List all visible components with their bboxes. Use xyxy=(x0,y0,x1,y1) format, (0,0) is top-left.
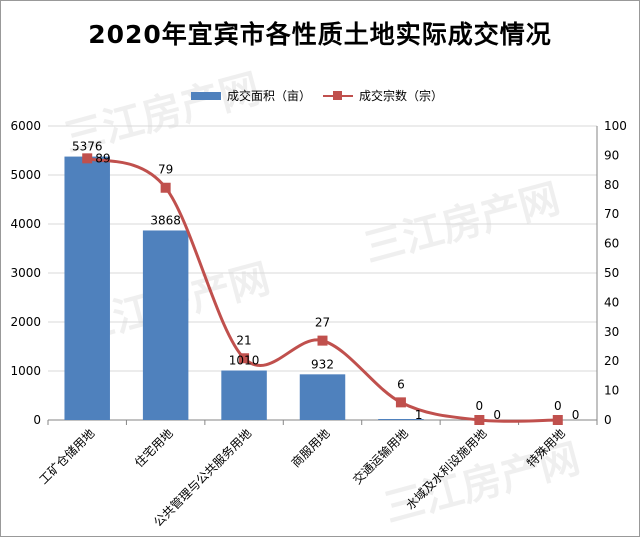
y-left-tick-label: 6000 xyxy=(10,119,41,133)
bar-data-label: 932 xyxy=(311,357,334,371)
line-point xyxy=(239,353,250,364)
y-left-tick-label: 2000 xyxy=(10,315,41,329)
line-data-label: 0 xyxy=(554,399,562,413)
line-data-label: 79 xyxy=(158,163,173,177)
line-point xyxy=(395,397,406,408)
legend-label-count: 成交宗数（宗） xyxy=(359,89,444,103)
line-point xyxy=(552,415,563,425)
line-point xyxy=(160,182,171,193)
x-tick-label: 特殊用地 xyxy=(523,426,568,471)
bar-data-label: 0 xyxy=(493,408,501,422)
chart-title: 2020年宜宾市各性质土地实际成交情况 xyxy=(88,20,552,49)
y-right-tick-label: 30 xyxy=(604,325,619,339)
y-left-tick-label: 1000 xyxy=(10,364,41,378)
y-right-tick-label: 10 xyxy=(604,384,619,398)
y-right-tick-label: 20 xyxy=(604,354,619,368)
x-tick-label: 水域及水利设施用地 xyxy=(403,426,489,512)
y-right-tick-label: 80 xyxy=(604,178,619,192)
bar xyxy=(378,419,424,420)
line-data-label: 89 xyxy=(95,151,110,165)
bar xyxy=(221,370,267,420)
bar-data-label: 5376 xyxy=(72,140,103,154)
line-point xyxy=(474,415,485,425)
y-right-tick-label: 70 xyxy=(604,207,619,221)
bar-data-label: 3868 xyxy=(150,213,181,227)
line-data-label: 6 xyxy=(397,377,405,391)
x-tick-label: 交通运输用地 xyxy=(350,426,412,488)
line-point xyxy=(317,335,328,346)
y-right-tick-label: 40 xyxy=(604,295,619,309)
bar-data-label: 1010 xyxy=(229,354,260,368)
legend-item-area: 成交面积（亩） xyxy=(191,87,311,104)
bar xyxy=(142,230,189,420)
legend-label-area: 成交面积（亩） xyxy=(227,89,312,103)
line-data-label: 27 xyxy=(315,316,330,330)
line-data-label: 0 xyxy=(476,399,484,413)
x-tick-label: 住宅用地 xyxy=(131,426,176,471)
bar xyxy=(299,374,346,420)
y-left-tick-label: 0 xyxy=(33,413,41,427)
y-left-tick-label: 3000 xyxy=(10,266,41,280)
y-right-tick-label: 60 xyxy=(604,237,619,251)
y-left-tick-label: 5000 xyxy=(10,168,41,182)
legend-swatch-bar xyxy=(191,91,221,100)
legend-swatch-line xyxy=(323,90,353,102)
x-tick-label: 商服用地 xyxy=(288,426,333,471)
bar-data-label: 1 xyxy=(415,408,423,422)
bar-data-label: 0 xyxy=(572,408,580,422)
y-right-tick-label: 50 xyxy=(604,266,619,280)
line-data-label: 21 xyxy=(236,333,251,347)
x-tick-label: 工矿仓储用地 xyxy=(36,426,98,488)
y-right-tick-label: 90 xyxy=(604,148,619,162)
y-right-tick-label: 100 xyxy=(604,119,627,133)
line-point xyxy=(82,153,93,164)
y-right-tick-label: 0 xyxy=(604,413,612,427)
y-left-tick-label: 4000 xyxy=(10,217,41,231)
bar xyxy=(64,156,110,421)
legend-item-count: 成交宗数（宗） xyxy=(323,87,443,104)
